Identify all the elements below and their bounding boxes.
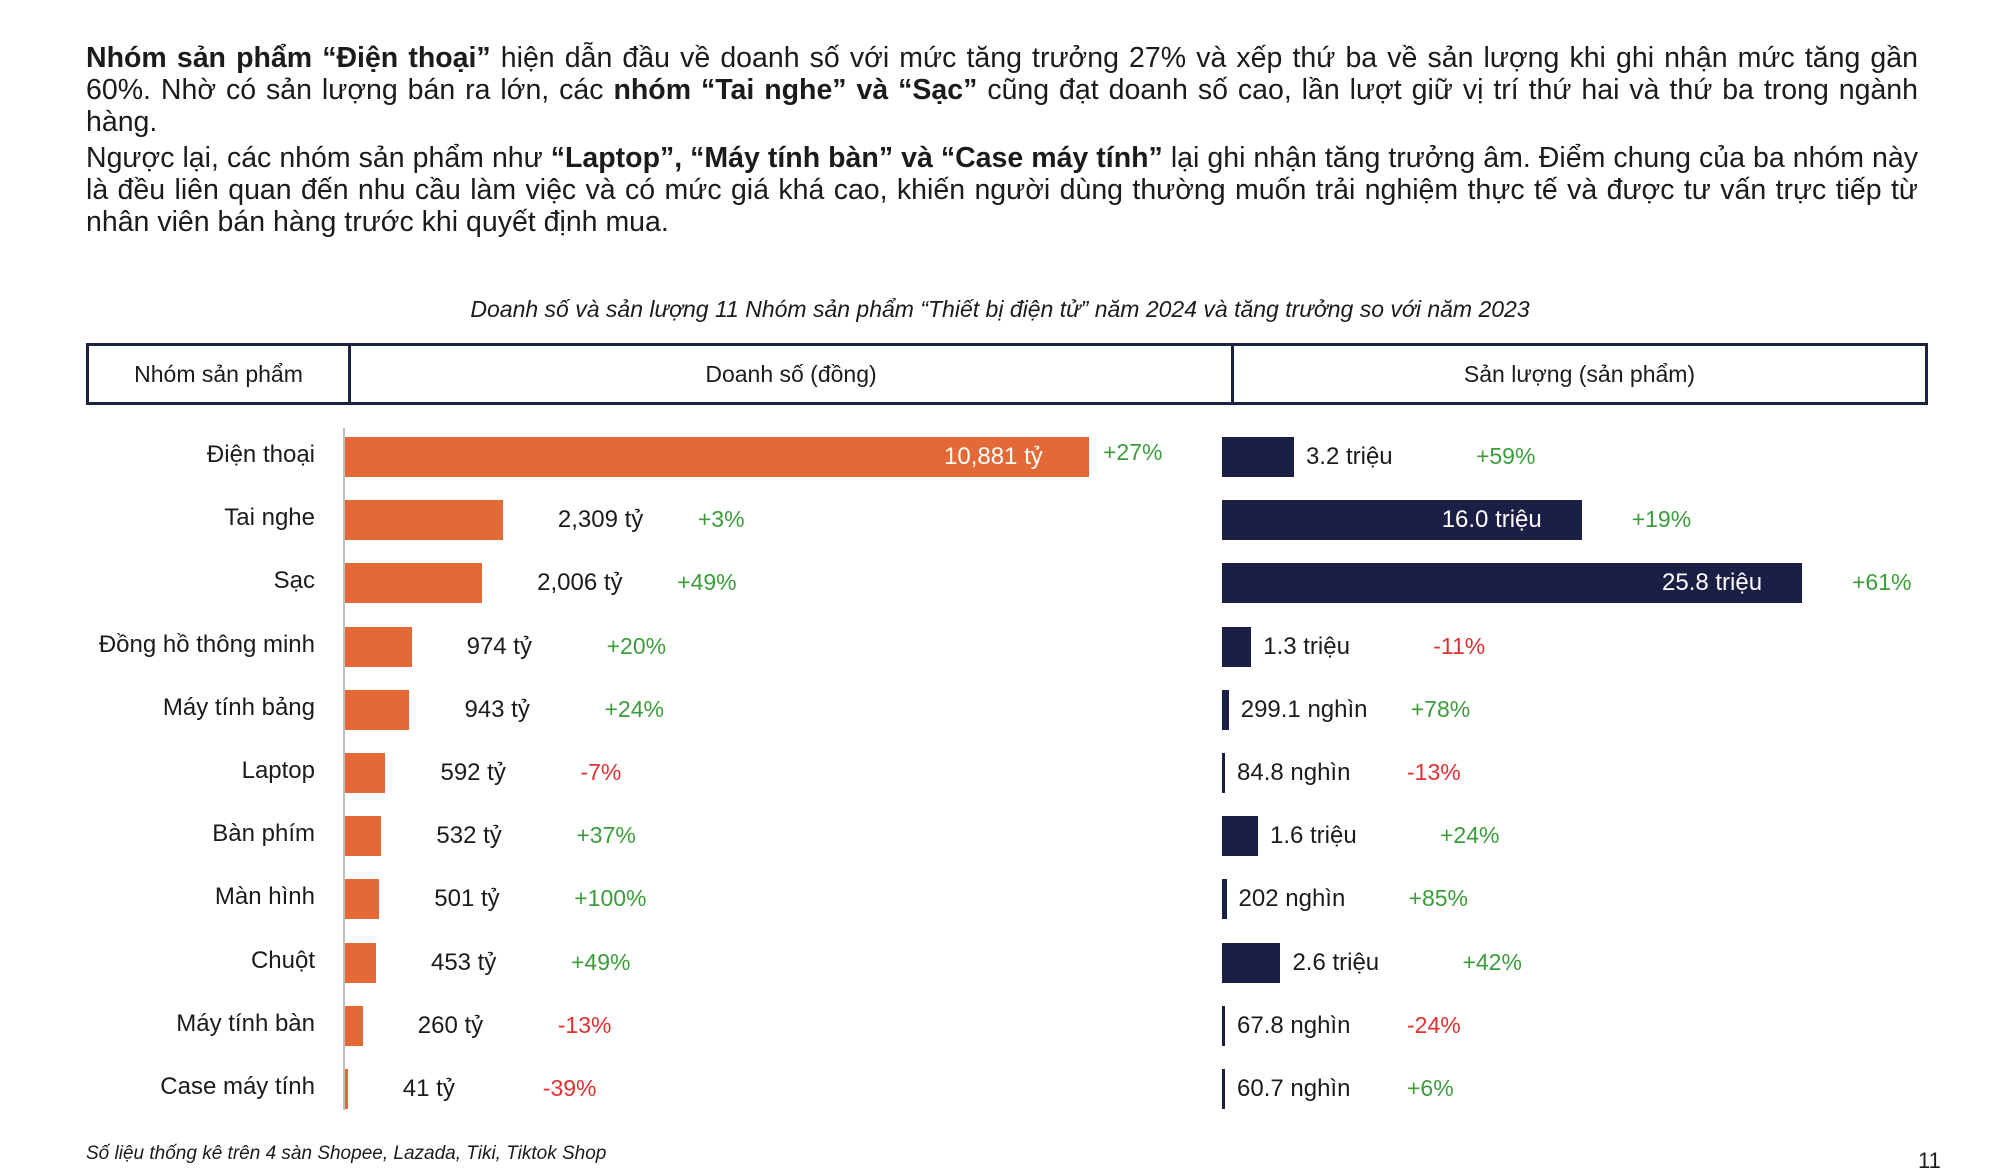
intro-p1-run-2: nhóm “Tai nghe” và “Sạc” [613,74,978,106]
category-label: Màn hình [214,883,315,911]
header-volume: Sản lượng (sản phẩm) [1463,361,1696,387]
revenue-value-label: 501 tỷ [434,885,500,913]
footnote: Số liệu thống kê trên 4 sàn Shopee, Laza… [86,1143,607,1164]
revenue-growth-label: +37% [576,822,636,849]
revenue-growth-label: +49% [570,948,631,975]
category-label: Máy tính bảng [162,693,315,721]
category-label: Sạc [273,567,315,595]
header-divider-2 [1231,346,1234,402]
volume-bar [1222,1069,1225,1109]
revenue-bar [345,563,483,604]
volume-growth-label: +61% [1852,569,1912,596]
intro-paragraph-2: Ngược lại, các nhóm sản phẩm như “Laptop… [86,142,1918,238]
volume-value-label: 25.8 triệu [1662,569,1763,597]
revenue-bar [345,816,382,857]
category-label: Bàn phím [212,820,315,848]
volume-value-label: 1.6 triệu [1269,822,1357,850]
volume-value-label: 16.0 triệu [1441,506,1542,534]
volume-growth-label: +42% [1462,948,1522,975]
revenue-growth-label: +20% [606,632,667,659]
revenue-value-label: 943 tỷ [464,695,530,723]
intro-text: Nhóm sản phẩm “Điện thoại” hiện dẫn đầu … [86,42,1918,242]
revenue-growth-label: +24% [604,695,664,722]
volume-value-label: 2.6 triệu [1292,948,1380,976]
revenue-bar [345,942,376,983]
volume-growth-label: +59% [1475,443,1536,469]
volume-value-label: 3.2 triệu [1305,443,1393,470]
revenue-bar [345,753,386,793]
revenue-growth-label: -7% [580,759,622,785]
revenue-value-label: 41 tỷ [402,1075,455,1102]
intro-paragraph-1: Nhóm sản phẩm “Điện thoại” hiện dẫn đầu … [86,42,1918,138]
revenue-value-label: 532 tỷ [436,822,502,850]
revenue-bar [345,626,412,667]
intro-p1-run-1: hiện dẫn đầu về doanh số với mức tăng tr… [86,42,1918,106]
category-label: Tai nghe [224,504,315,532]
page-number: 11 [1918,1148,1941,1173]
category-label: Chuột [250,946,315,974]
volume-bar [1222,1005,1225,1046]
volume-growth-label: +85% [1408,885,1468,912]
volume-value-label: 60.7 nghìn [1237,1075,1351,1102]
intro-p1-run-0: Nhóm sản phẩm “Điện thoại” [86,42,491,74]
intro-p2-run-1: “Laptop”, “Máy tính bàn” và “Case máy tí… [550,142,1163,174]
volume-bar [1222,500,1582,541]
category-label: Điện thoại [206,441,315,468]
table-header: Nhóm sản phẩm Doanh số (đồng) Sản lượng … [86,343,1928,405]
volume-value-label: 202 nghìn [1238,885,1346,913]
revenue-value-label: 974 tỷ [466,632,532,660]
revenue-value-label: 592 tỷ [440,759,506,786]
intro-p2-run-2: lại ghi nhận tăng trưởng âm. Điểm chung … [86,142,1918,238]
volume-bar [1222,816,1258,857]
revenue-bar [345,500,503,541]
revenue-growth-label: +27% [1103,439,1163,465]
volume-value-label: 299.1 nghìn [1240,695,1368,723]
volume-bar [1222,437,1294,477]
intro-p2-run-0: Ngược lại, các nhóm sản phẩm như [86,142,551,174]
revenue-bar [345,1069,348,1109]
revenue-growth-label: -39% [542,1075,597,1101]
revenue-growth-label: +3% [697,506,745,533]
volume-growth-label: +24% [1439,822,1500,849]
category-label: Case máy tính [160,1073,315,1100]
volume-growth-label: +6% [1407,1075,1454,1101]
revenue-value-label: 260 tỷ [417,1011,484,1039]
volume-bar [1222,879,1227,920]
volume-bar [1222,942,1281,983]
volume-bar [1222,753,1225,793]
revenue-growth-label: +100% [574,885,647,912]
revenue-bar [345,1005,363,1046]
revenue-growth-label: +49% [677,569,737,596]
intro-p1-run-3: cũng đạt doanh số cao, lần lượt giữ vị t… [86,74,1919,138]
volume-growth-label: +78% [1410,695,1471,722]
category-label: Máy tính bàn [176,1009,315,1037]
revenue-axis [343,428,345,1110]
volume-bar [1222,626,1252,667]
revenue-bar [345,689,410,730]
revenue-bar [345,879,380,920]
volume-value-label: 67.8 nghìn [1237,1011,1351,1039]
volume-value-label: 84.8 nghìn [1237,759,1351,786]
volume-growth-label: -13% [1407,759,1461,785]
volume-growth-label: -11% [1433,632,1486,659]
volume-growth-label: -24% [1407,1011,1461,1038]
chart-title: Doanh số và sản lượng 11 Nhóm sản phẩm “… [470,296,1530,322]
category-label: Đồng hồ thông minh [98,630,315,658]
volume-growth-label: +19% [1631,506,1692,533]
header-category: Nhóm sản phẩm [134,361,303,387]
volume-value-label: 1.3 triệu [1263,632,1350,660]
revenue-growth-label: -13% [557,1011,612,1038]
revenue-value-label: 10,881 tỷ [944,443,1043,470]
category-label: Laptop [241,757,315,784]
volume-bar [1222,689,1229,730]
revenue-value-label: 453 tỷ [430,948,497,976]
header-divider-1 [348,346,351,402]
revenue-bar [345,437,1089,477]
revenue-value-label: 2,309 tỷ [557,506,644,534]
volume-bar [1222,563,1802,604]
header-revenue: Doanh số (đồng) [705,361,877,387]
revenue-value-label: 2,006 tỷ [537,569,623,597]
